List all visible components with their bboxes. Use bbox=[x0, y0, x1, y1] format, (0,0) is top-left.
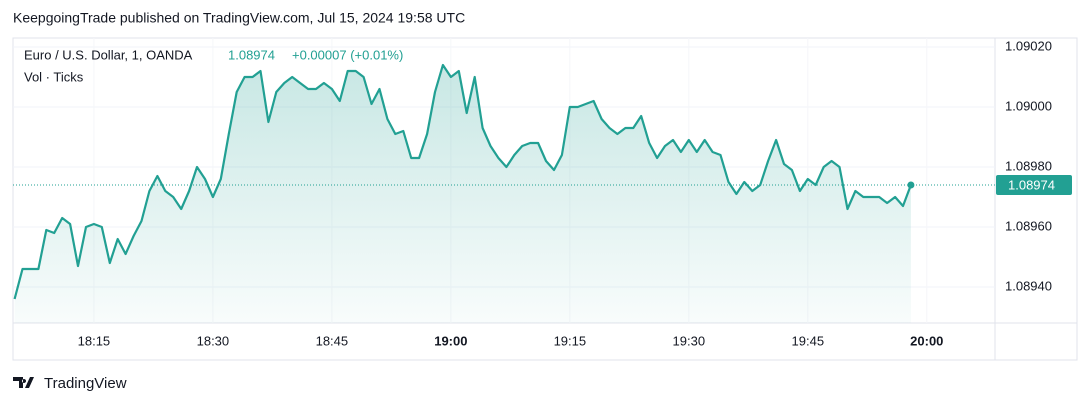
y-tick-label: 1.08960 bbox=[1005, 218, 1052, 233]
price-change: +0.00007 (+0.01%) bbox=[292, 47, 403, 62]
last-price-box bbox=[996, 175, 1072, 195]
footer-brand: TradingView bbox=[44, 375, 127, 392]
x-tick-label: 18:30 bbox=[197, 333, 230, 348]
last-price-axis-label: 1.08974 bbox=[1008, 177, 1055, 192]
y-tick-label: 1.08980 bbox=[1005, 158, 1052, 173]
x-tick-label: 18:45 bbox=[316, 333, 349, 348]
area-fill bbox=[14, 65, 911, 323]
last-point bbox=[907, 181, 915, 189]
price-line bbox=[13, 63, 912, 300]
x-tick-label: 19:15 bbox=[554, 333, 587, 348]
tv-logo bbox=[13, 377, 34, 388]
y-tick-label: 1.08940 bbox=[1005, 278, 1052, 293]
x-tick-label: 20:00 bbox=[910, 333, 943, 348]
publisher: KeepgoingTrade published on TradingView.… bbox=[13, 10, 465, 26]
x-tick-label: 19:45 bbox=[792, 333, 825, 348]
y-tick-label: 1.09000 bbox=[1005, 98, 1052, 113]
last-price: 1.08974 bbox=[228, 47, 275, 62]
indicator: Vol · Ticks bbox=[24, 69, 84, 84]
x-tick-label: 19:30 bbox=[673, 333, 706, 348]
chart-frame bbox=[12, 37, 1078, 361]
x-tick-label: 18:15 bbox=[78, 333, 111, 348]
y-tick-label: 1.09020 bbox=[1005, 38, 1052, 53]
symbol-title: Euro / U.S. Dollar, 1, OANDA bbox=[24, 47, 193, 62]
x-tick-label: 19:00 bbox=[434, 333, 467, 348]
